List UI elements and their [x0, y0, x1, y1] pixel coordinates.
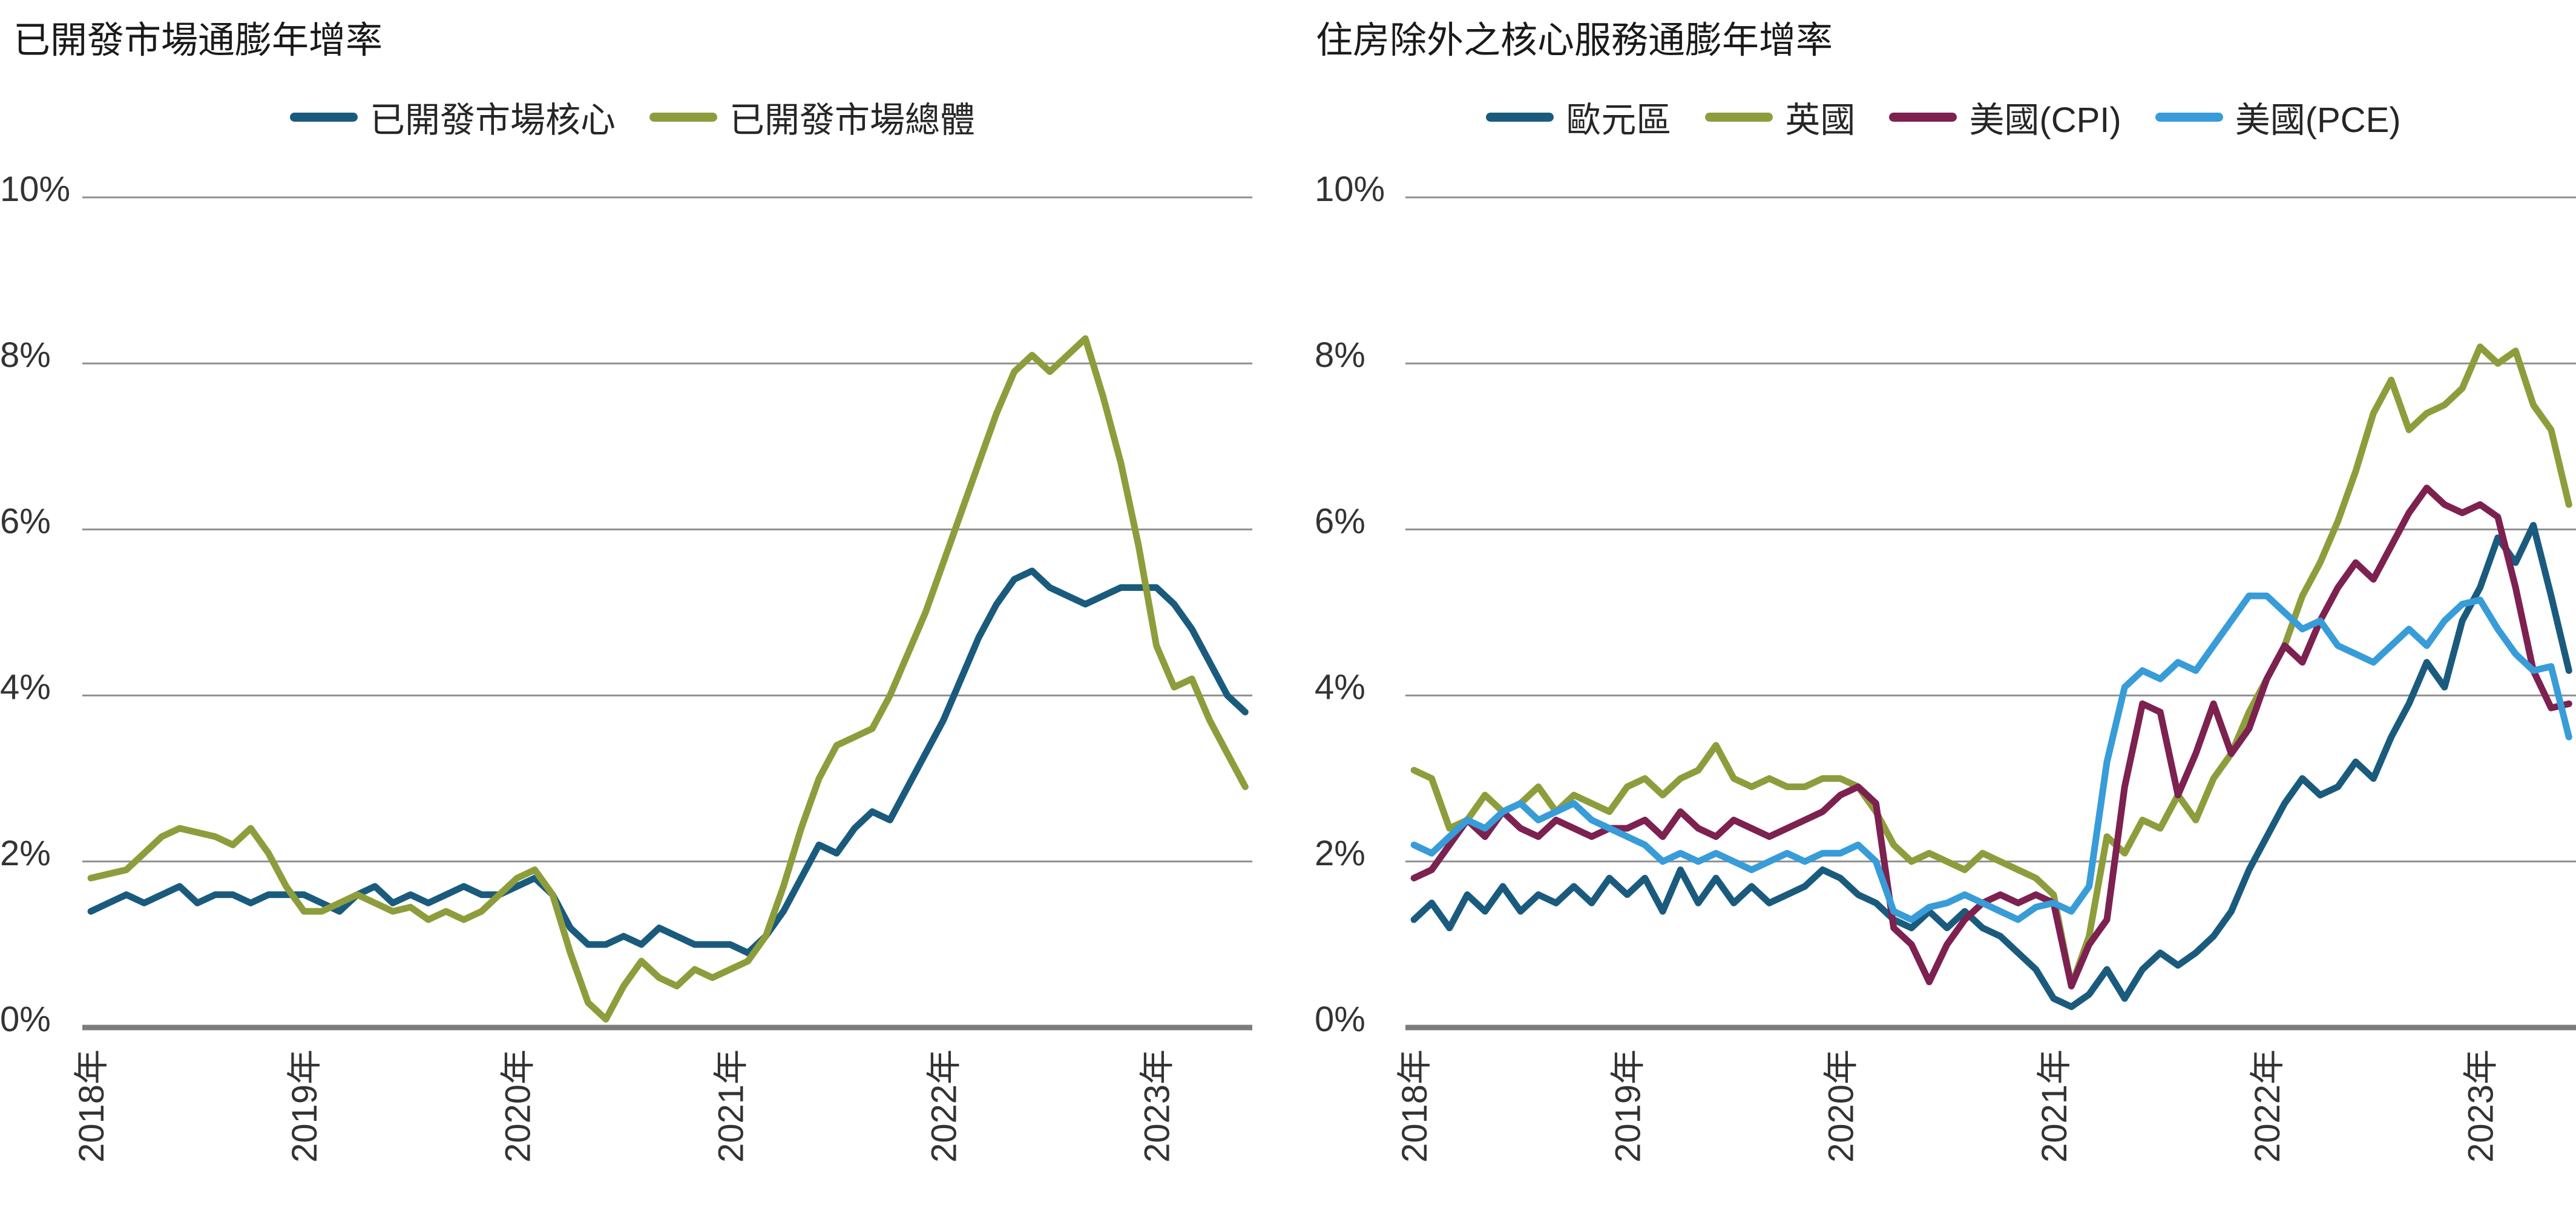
legend-swatch-us-cpi: [1889, 112, 1957, 122]
legend-label-dm-headline: 已開發市場總體: [729, 101, 976, 140]
legend-label-dm-core: 已開發市場核心: [369, 101, 616, 140]
legend-swatch-us-pce: [2155, 112, 2223, 122]
y-tick-label: 6%: [0, 501, 51, 541]
series-us-cpi: [1410, 484, 2572, 989]
legend-swatch-dm-core: [289, 112, 358, 122]
y-tick-label: 6%: [1315, 501, 1365, 541]
x-tick-label: 2021年: [2035, 1049, 2074, 1163]
x-tick-label: 2018年: [72, 1049, 111, 1163]
legend-label-euro-area: 歐元區: [1566, 101, 1672, 140]
chart-title: 住房除外之核心服務通膨年增率: [1316, 19, 1833, 61]
y-tick-label: 2%: [1315, 834, 1365, 873]
chart-canvas: 0% 2% 4% 6% 8% 10% 2018年 2019年 2020年 2021年 2022年 20…: [1315, 170, 2576, 1163]
legend-label-uk: 英國: [1785, 101, 1856, 140]
x-tick-label: 2022年: [924, 1049, 964, 1163]
chart-canvas: 0% 2% 4% 6% 8% 10% 2018年 2019年 2020年 2021年 2022年 20…: [0, 170, 1252, 1163]
legend-item-euro-area: 歐元區: [1486, 91, 1671, 142]
x-tick-label: 2021年: [711, 1049, 751, 1163]
legend-item-dm-headline: 已開發市場總體: [649, 91, 975, 142]
series-dm-core: [87, 567, 1249, 957]
y-tick-label: 0%: [1315, 1000, 1365, 1039]
chart-legend: 歐元區 英國 美國(CPI) 美國(PCE): [1311, 91, 2576, 142]
legend-label-us-pce: 美國(PCE): [2235, 101, 2401, 140]
legend-swatch-dm-headline: [649, 112, 717, 122]
y-tick-label: 2%: [0, 834, 51, 873]
y-tick-label: 4%: [1315, 668, 1365, 707]
legend-item-uk: 英國: [1705, 91, 1855, 142]
series-us-pce: [1410, 592, 2572, 923]
chart-title: 已開發市場通膨年增率: [13, 19, 383, 61]
legend-item-us-cpi: 美國(CPI): [1889, 91, 2121, 142]
y-tick-label: 10%: [0, 170, 70, 209]
x-tick-label: 2020年: [1822, 1049, 1861, 1163]
chart-core-services-ex-housing-inflation: 住房除外之核心服務通膨年增率 歐元區 英國 美國(CPI) 美國(PCE) 0% 2% 4…: [1311, 0, 2576, 1211]
legend-swatch-uk: [1705, 112, 1773, 122]
legend-swatch-euro-area: [1486, 112, 1554, 122]
x-tick-label: 2022年: [2248, 1049, 2287, 1163]
series-euro-area: [1410, 522, 2572, 1011]
y-tick-label: 10%: [1315, 170, 1385, 209]
series-dm-headline: [87, 335, 1249, 1023]
y-tick-label: 0%: [0, 1000, 51, 1039]
chart-legend: 已開發市場核心 已開發市場總體: [0, 91, 1265, 142]
x-tick-label: 2020年: [498, 1049, 537, 1163]
y-tick-label: 8%: [1315, 335, 1365, 375]
x-tick-label: 2023年: [2461, 1049, 2500, 1163]
legend-item-dm-core: 已開發市場核心: [289, 91, 616, 142]
y-tick-label: 8%: [0, 335, 51, 375]
series-uk: [1410, 343, 2572, 989]
x-tick-label: 2019年: [285, 1049, 324, 1163]
y-tick-label: 4%: [0, 668, 51, 707]
x-tick-label: 2019年: [1608, 1049, 1648, 1163]
legend-item-us-pce: 美國(PCE): [2155, 91, 2401, 142]
x-tick-label: 2023年: [1138, 1049, 1177, 1163]
legend-label-us-cpi: 美國(CPI): [1969, 101, 2121, 140]
x-tick-label: 2018年: [1395, 1049, 1434, 1163]
chart-developed-markets-inflation: 已開發市場通膨年增率 已開發市場核心 已開發市場總體 0% 2% 4% 6% 8% 10% 2…: [0, 0, 1265, 1211]
